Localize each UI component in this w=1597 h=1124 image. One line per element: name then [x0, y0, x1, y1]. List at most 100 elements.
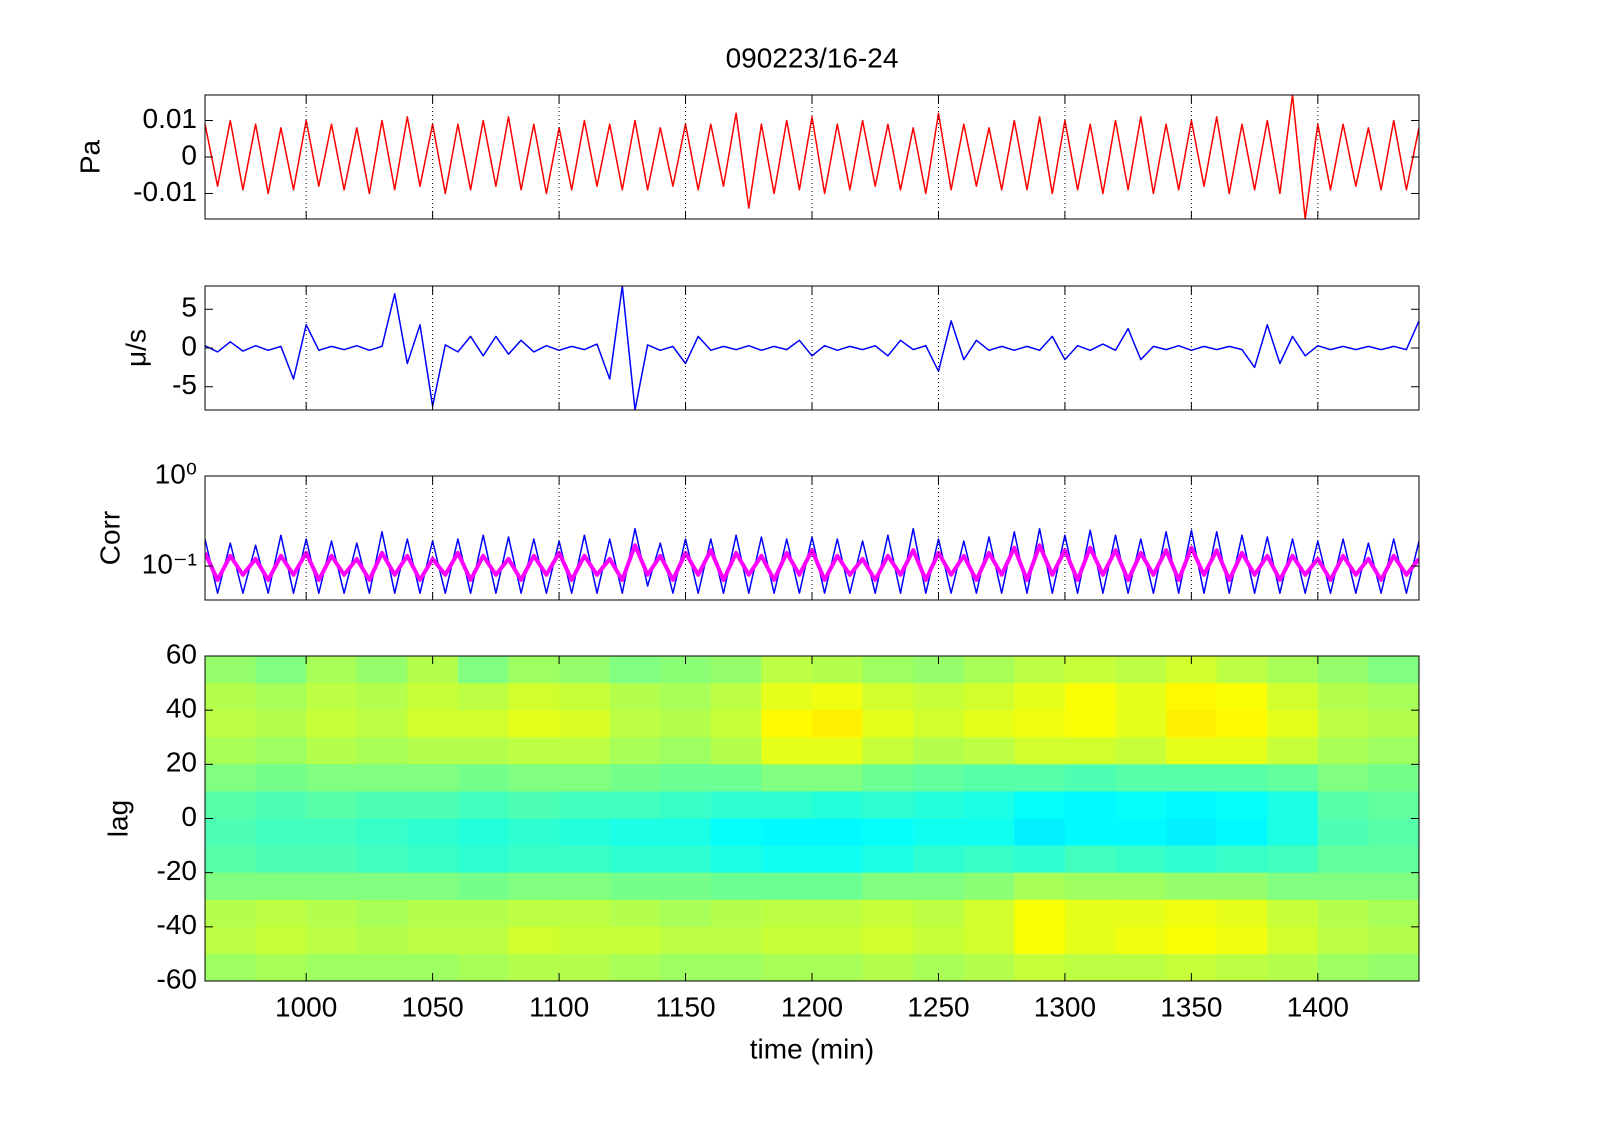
- heat-cell: [1368, 764, 1419, 792]
- heat-cell: [913, 845, 965, 874]
- heat-cell: [559, 683, 611, 711]
- heat-cell: [407, 818, 459, 847]
- heat-cell: [1115, 737, 1167, 765]
- heat-cell: [1317, 710, 1369, 738]
- heat-cell: [1014, 818, 1066, 847]
- heat-cell: [1166, 764, 1218, 792]
- heat-cell: [205, 683, 257, 711]
- heat-cell: [559, 953, 611, 981]
- heat-cell: [862, 845, 914, 874]
- heat-cell: [862, 710, 914, 738]
- heat-cell: [559, 845, 611, 874]
- heat-cell: [255, 737, 307, 765]
- x-tick-label: 1350: [1160, 991, 1222, 1022]
- heat-cell: [710, 737, 762, 765]
- heat-cell: [963, 899, 1015, 928]
- heat-cell: [1317, 953, 1369, 981]
- heat-cell: [1267, 818, 1319, 847]
- heat-cell: [761, 845, 813, 874]
- heat-cell: [761, 764, 813, 792]
- heat-cell: [761, 926, 813, 955]
- heat-cell: [761, 899, 813, 928]
- heat-cell: [710, 764, 762, 792]
- heat-cell: [356, 737, 408, 765]
- x-tick-label: 1400: [1287, 991, 1349, 1022]
- heat-cell: [1166, 818, 1218, 847]
- heat-cell: [1216, 683, 1268, 711]
- heat-cell: [761, 791, 813, 819]
- heat-cell: [1064, 845, 1116, 874]
- heat-cell: [1368, 872, 1419, 901]
- y-axis-label: lag: [102, 800, 133, 837]
- heat-cell: [1267, 737, 1319, 765]
- heat-cell: [609, 710, 661, 738]
- y-tick-label: 20: [166, 747, 197, 778]
- heat-cell: [862, 926, 914, 955]
- heat-cell: [306, 791, 358, 819]
- heat-cell: [1064, 656, 1116, 684]
- heat-cell: [457, 656, 509, 684]
- heat-cell: [1166, 710, 1218, 738]
- heat-cell: [457, 845, 509, 874]
- heat-cell: [205, 710, 257, 738]
- heat-cell: [407, 737, 459, 765]
- heat-cell: [255, 764, 307, 792]
- heat-cell: [457, 764, 509, 792]
- heat-cell: [963, 845, 1015, 874]
- heat-cell: [913, 818, 965, 847]
- heat-cell: [812, 953, 864, 981]
- heat-cell: [862, 818, 914, 847]
- heat-cell: [761, 872, 813, 901]
- heat-cell: [1115, 872, 1167, 901]
- heat-cell: [812, 899, 864, 928]
- heat-cell: [862, 683, 914, 711]
- heat-cell: [710, 656, 762, 684]
- heat-cell: [306, 764, 358, 792]
- heat-cell: [660, 683, 712, 711]
- heat-cell: [1014, 953, 1066, 981]
- heat-cell: [356, 791, 408, 819]
- heat-cell: [1166, 899, 1218, 928]
- y-tick-label: 0: [181, 330, 197, 361]
- heat-cell: [1368, 683, 1419, 711]
- heat-cell: [660, 872, 712, 901]
- heat-cell: [913, 791, 965, 819]
- x-tick-label: 1250: [907, 991, 969, 1022]
- heat-cell: [356, 710, 408, 738]
- heat-cell: [1368, 926, 1419, 955]
- heat-cell: [508, 845, 560, 874]
- heat-cell: [963, 872, 1015, 901]
- heat-cell: [1064, 872, 1116, 901]
- heat-cell: [457, 791, 509, 819]
- heat-cell: [1166, 926, 1218, 955]
- heat-cell: [205, 926, 257, 955]
- y-tick-label: -5: [172, 369, 197, 400]
- heat-cell: [306, 926, 358, 955]
- heat-cell: [761, 953, 813, 981]
- heat-cell: [205, 791, 257, 819]
- heat-cell: [862, 764, 914, 792]
- heat-cell: [1216, 737, 1268, 765]
- y-tick-label: -40: [157, 909, 197, 940]
- heat-cell: [508, 872, 560, 901]
- series-line: [205, 286, 1419, 410]
- heat-cell: [508, 764, 560, 792]
- heat-cell: [812, 791, 864, 819]
- heat-cell: [812, 683, 864, 711]
- heat-cell: [1267, 926, 1319, 955]
- heat-cell: [1368, 710, 1419, 738]
- heat-cell: [457, 926, 509, 955]
- heat-cell: [1064, 710, 1116, 738]
- heat-cell: [205, 899, 257, 928]
- heat-cell: [205, 818, 257, 847]
- heat-cell: [1216, 656, 1268, 684]
- heat-cell: [1267, 953, 1319, 981]
- heat-cell: [812, 737, 864, 765]
- x-tick-label: 1050: [401, 991, 463, 1022]
- heat-cell: [710, 926, 762, 955]
- heat-cell: [812, 926, 864, 955]
- heat-cell: [1216, 899, 1268, 928]
- heat-cell: [963, 737, 1015, 765]
- heat-cell: [609, 656, 661, 684]
